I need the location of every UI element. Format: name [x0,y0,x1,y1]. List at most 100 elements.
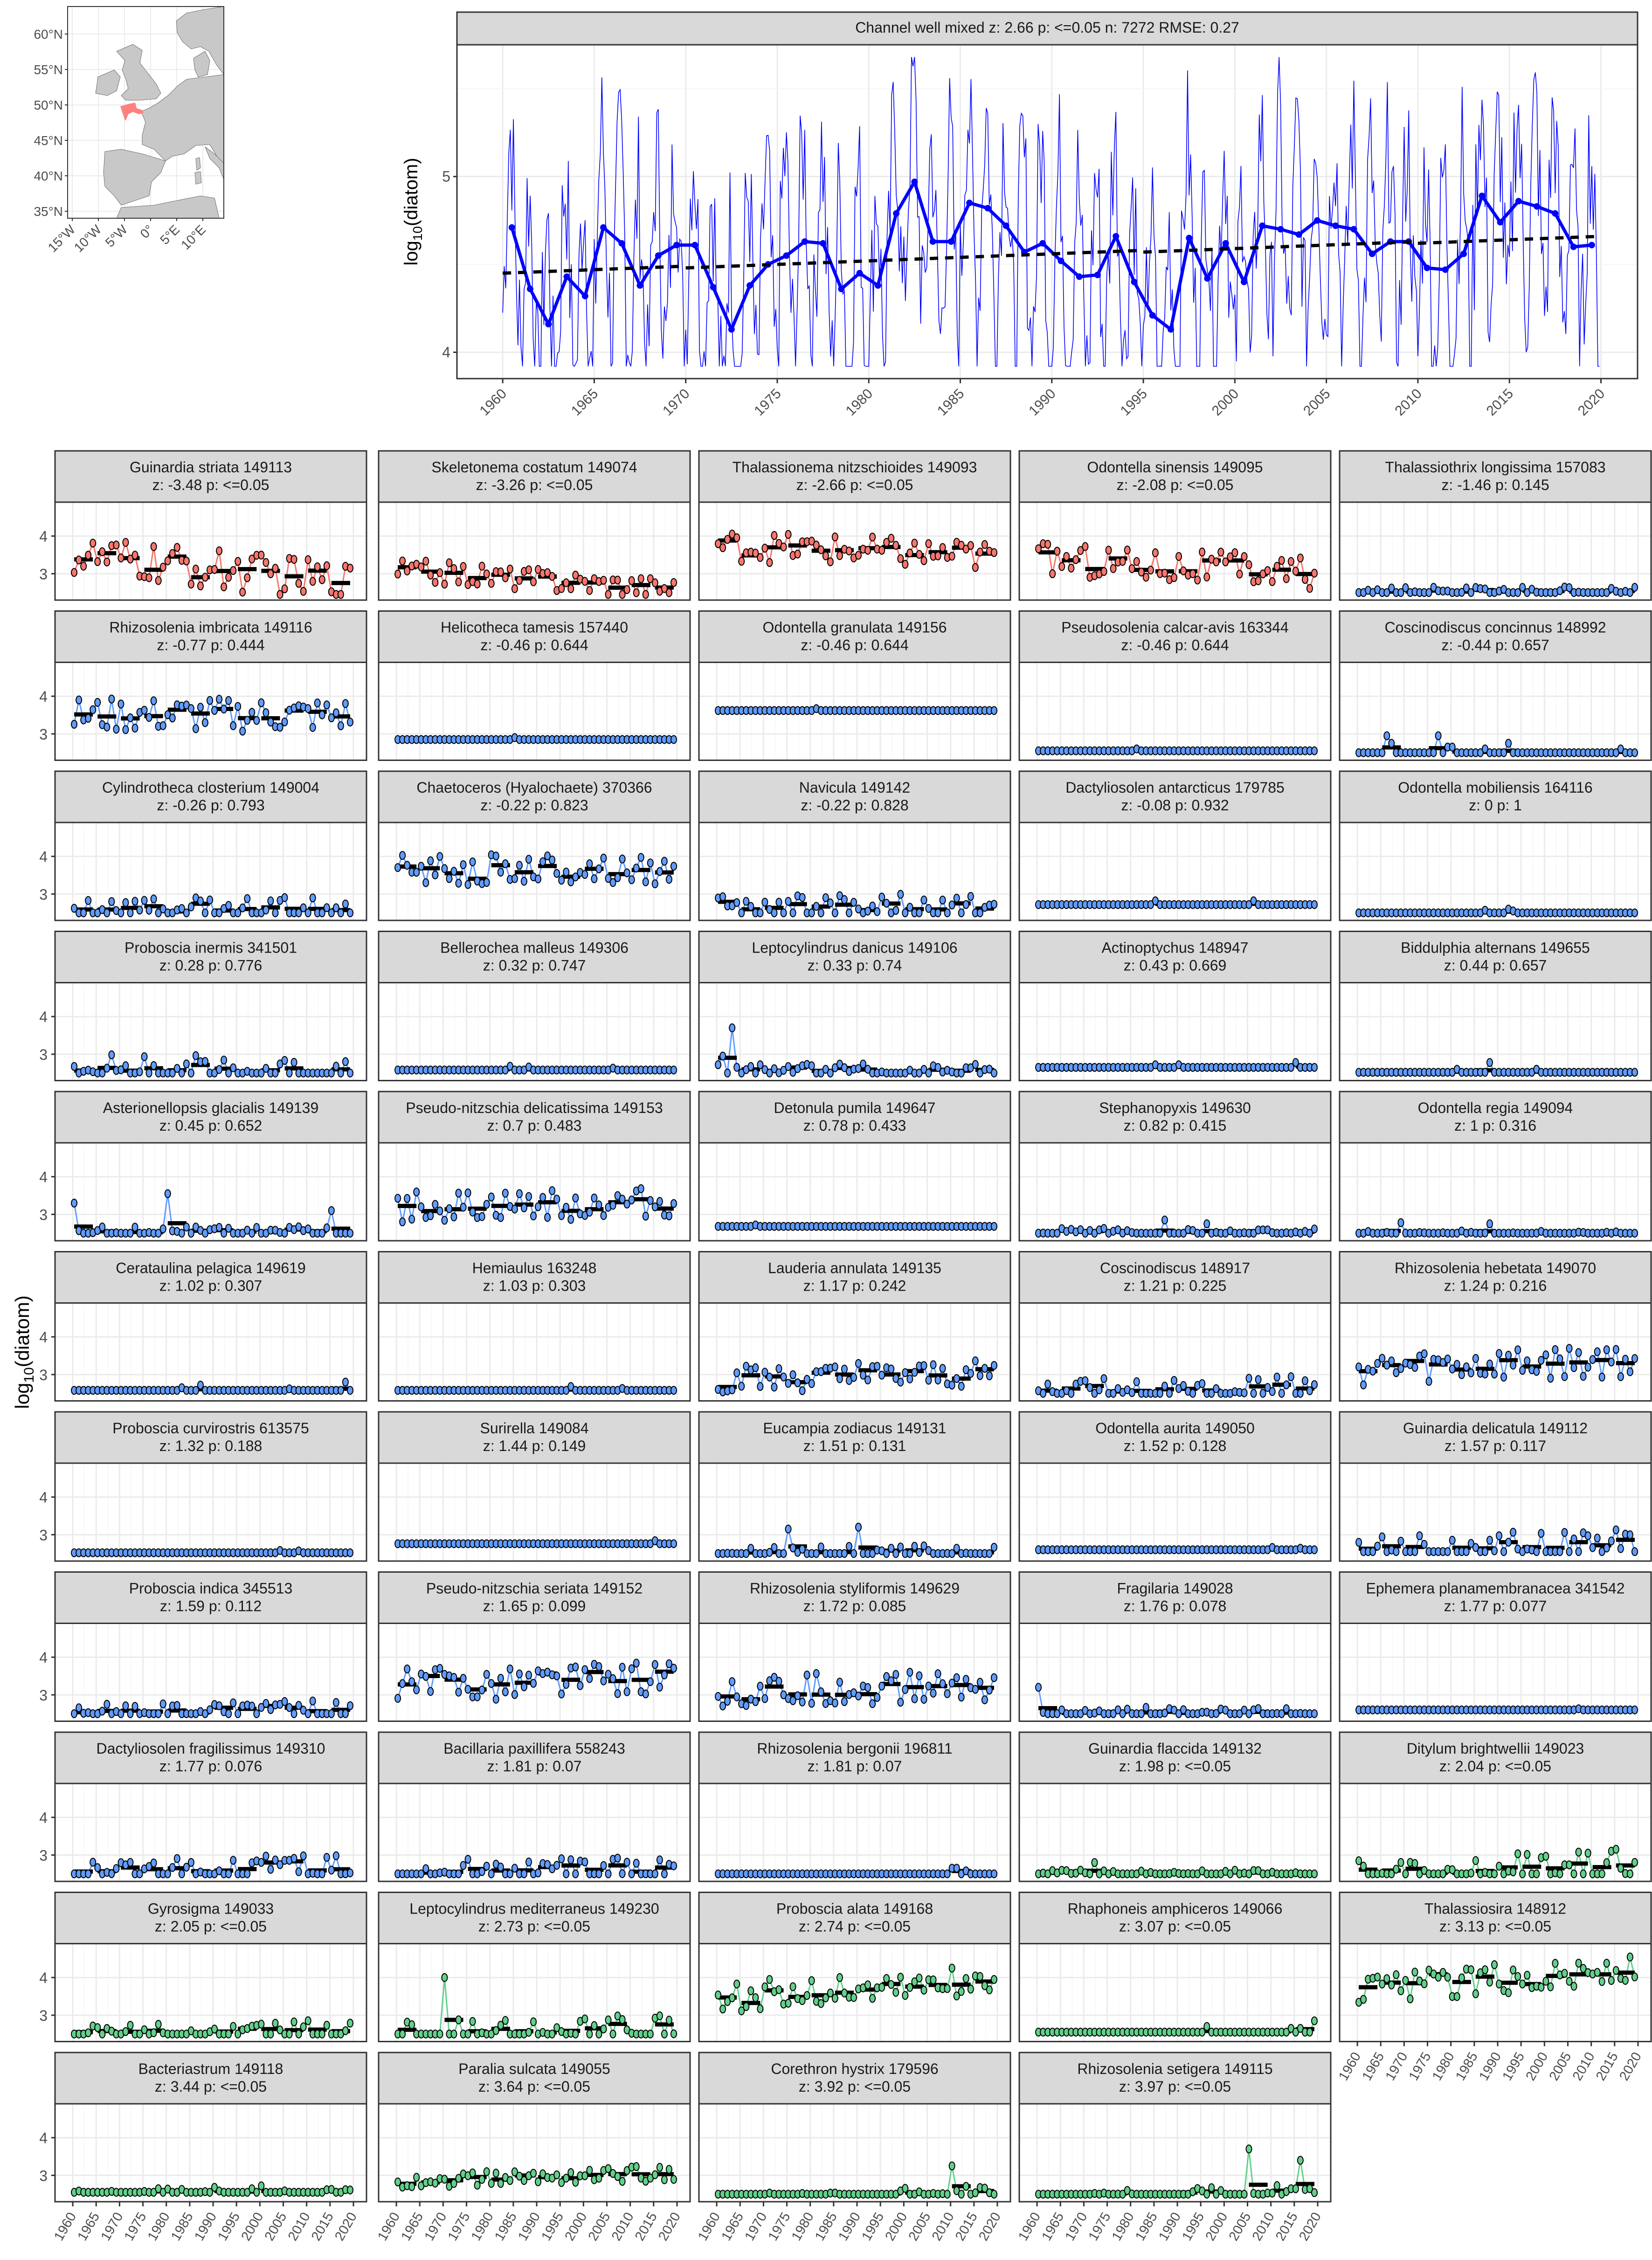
facet-data-point [916,909,922,917]
facet-data-point [1256,577,1261,585]
facet-x-tick-label: 2005 [906,2210,934,2244]
facet-data-point [409,2183,415,2191]
facet-x-tick-label: 1980 [1430,2050,1458,2083]
facet-data-point [1492,1370,1497,1378]
facet-data-point [230,1856,236,1864]
facet-data-point [757,553,763,561]
facet-stats: z: 2.04 p: <=0.05 [1439,1758,1551,1775]
facet-data-point [1082,1377,1088,1385]
facet-x-tick-label: 2020 [1617,2050,1645,2083]
facet-title: Eucampia zodiacus 149131 [763,1420,946,1437]
facet-data-point [333,1699,339,1707]
facet-data-point [446,1205,452,1213]
annual-mean-point [1131,279,1137,285]
facet-data-point [959,1382,964,1390]
facet-data-point [230,2023,236,2031]
facet-data-point [1618,1545,1624,1553]
facet-stats: z: 1.21 p: 0.225 [1124,1278,1227,1294]
facet-data-point [671,2030,677,2038]
facet-data-point [493,2169,499,2177]
facet-x-tick-label: 2020 [1296,2210,1324,2244]
facet-data-point [879,546,885,554]
facet-data-point [319,711,325,719]
facet-data-point [1534,1548,1539,1555]
facet-data-point [893,906,899,914]
facet-data-point [786,898,791,905]
facet-stats: z: -0.22 p: 0.828 [801,797,908,814]
facet-data-point [282,894,288,902]
facet-data-point [800,893,805,901]
facet-data-point [795,1692,801,1700]
facet-data-point [554,1861,560,1869]
facet-data-point [935,1376,941,1384]
facet-data-point [1199,2028,1205,2036]
facet-data-point [643,878,649,886]
facet-data-point [620,855,625,863]
facet-data-point [1618,1864,1624,1872]
facet-data-point [1632,1548,1638,1555]
facet-data-point [893,1549,899,1557]
facet-data-point [95,2024,100,2032]
facet-data-point [945,1690,950,1698]
facet-data-point [338,1386,344,1394]
facet-data-point [968,1985,974,1993]
facet-data-point [786,1379,791,1387]
facet-data-point [479,1213,485,1221]
facet-stats: z: -3.48 p: <=0.05 [152,477,270,493]
facet-data-point [596,1663,601,1671]
facet-stats: z: 0.7 p: 0.483 [487,1117,582,1134]
facet-data-point [912,1695,917,1703]
facet-data-point [517,1670,522,1678]
facet-data-point [1312,1381,1317,1389]
facet-data-point [207,896,213,904]
facet-data-point [395,1694,401,1702]
facet-title: Asterionellopsis glacialis 149139 [103,1099,319,1116]
facet-data-point [212,706,217,714]
facet-data-point [230,722,236,730]
facet-data-point [484,1671,490,1679]
facet-data-point [461,562,466,570]
facet-data-point [127,714,133,722]
facet-title: Rhizosolenia setigera 149115 [1077,2060,1272,2077]
facet-data-point [842,1365,847,1373]
facet-data-point [526,855,532,863]
facet-data-point [258,551,264,559]
facet-data-point [601,1212,606,1220]
facet-data-point [503,860,508,868]
facet-data-point [90,706,96,714]
facet-stats: z: 3.07 p: <=0.05 [1119,1918,1231,1935]
facet-data-point [559,1212,564,1220]
facet-data-point [790,909,796,917]
facet-data-point [874,908,880,916]
facet-data-point [503,574,508,582]
facet-data-point [512,1691,518,1699]
facet-data-point [1487,1978,1493,1986]
facet-data-point [1632,1068,1638,1076]
facet-data-point [671,2176,677,2184]
facet-data-point [395,864,401,871]
facet-data-point [912,1542,917,1550]
facet-data-point [1036,1683,1041,1691]
facet-data-point [771,1383,777,1391]
facet-x-tick-label: 1985 [492,2210,520,2244]
facet-data-point [786,1999,791,2007]
lat-tick-label: 45°N [34,133,63,148]
facet-data-point [1524,1851,1530,1859]
facet-stats: z: 3.64 p: <=0.05 [478,2078,590,2095]
facet-stats: z: 1.81 p: 0.07 [487,1758,582,1775]
facet-data-point [347,1869,353,1877]
facet-x-tick-label: 1960 [375,2210,403,2244]
facet-data-point [442,1974,447,1982]
facet-data-point [512,1205,518,1213]
facet-x-tick-label: 1965 [1039,2210,1067,2244]
facet-data-point [1298,1389,1303,1397]
facet-stats: z: 1.52 p: 0.128 [1124,1438,1227,1454]
facet-data-point [272,2019,278,2027]
facet-data-point [216,1702,222,1710]
facet-title: Rhaphoneis amphiceros 149066 [1068,1901,1283,1917]
facet-data-point [137,1068,143,1076]
facet-data-point [902,1368,908,1376]
